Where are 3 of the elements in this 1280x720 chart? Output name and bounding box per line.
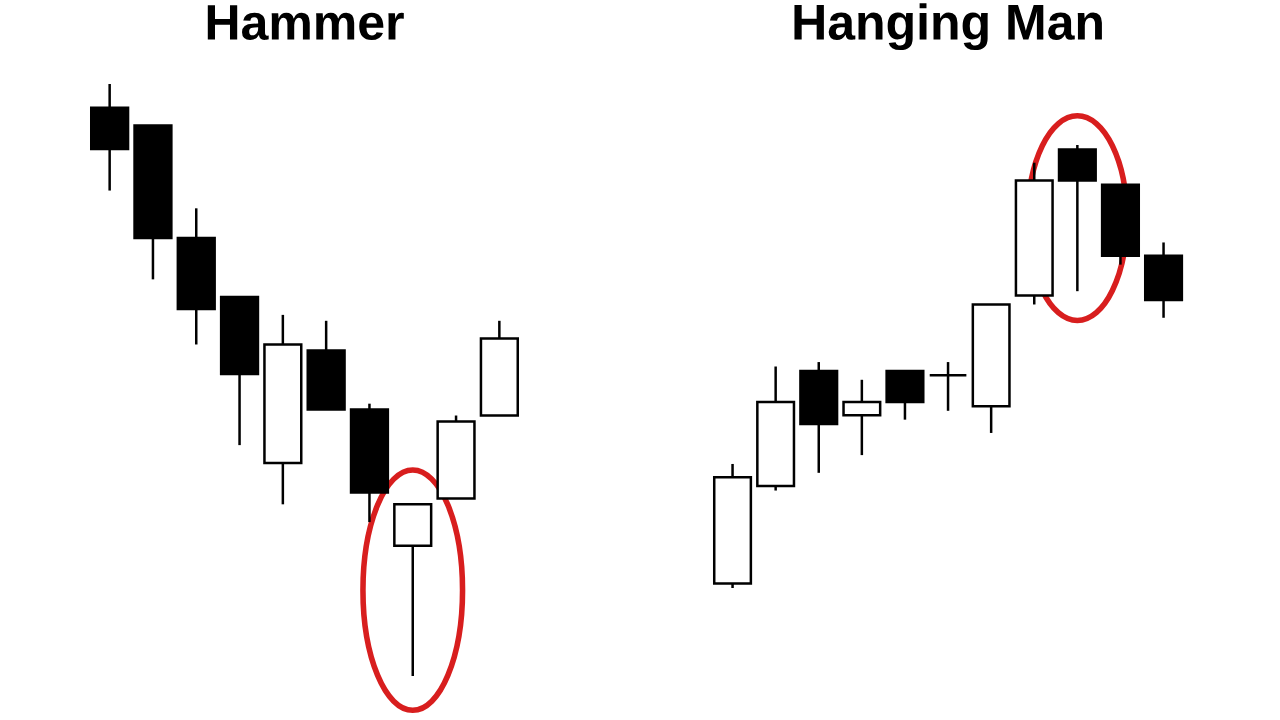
chart-title: Hammer: [207, 5, 404, 41]
chart-title: Hanging Man: [794, 3, 1102, 51]
candlestick: [928, 360, 968, 413]
